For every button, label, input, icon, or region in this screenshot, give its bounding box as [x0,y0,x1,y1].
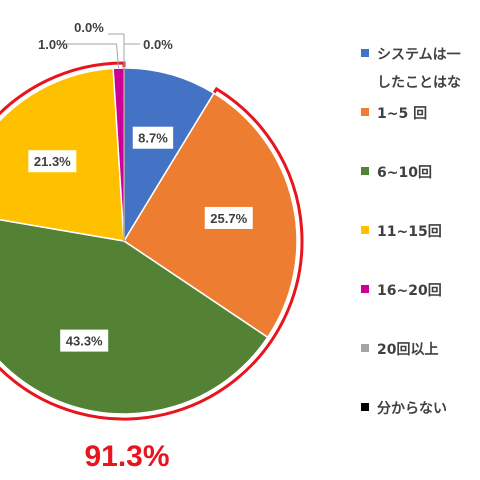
data-label-2: 25.7% [204,206,253,229]
highlight-outline-group [0,61,304,421]
legend-label-3: 6~10回 [377,165,432,181]
legend-label-7: 分からない [377,401,447,417]
legend-swatch-1 [361,49,369,57]
data-label-3: 43.3% [60,329,109,352]
highlight-outline [0,61,304,421]
legend-swatch-3 [361,167,369,175]
leader-line-5 [60,43,120,69]
data-label-2-box [204,206,253,229]
slice-1 [123,67,215,244]
leader-lines [60,33,140,69]
data-label-1-text: 8.7% [138,131,168,146]
legend-swatch-6 [361,344,369,352]
legend-item-3: 6~10回 [361,165,432,181]
legend-swatch-5 [361,285,369,293]
data-label-3-text: 43.3% [66,334,103,349]
data-label-3-box [60,329,109,352]
legend-item-4: 11~15回 [361,224,442,240]
highlight-total-label: 91.3% [84,440,169,473]
legend-label-5: 16~20回 [377,283,442,299]
data-label-5: 1.0% [38,37,68,52]
data-label-1: 8.7% [132,126,174,149]
data-label-4: 21.3% [28,150,77,173]
data-label-4-box [28,150,77,173]
legend-label-1-line-1: システムは一 [377,47,461,63]
data-label-1-box [132,126,174,149]
legend-swatch-7 [361,403,369,411]
data-label-2-text: 25.7% [210,211,247,226]
legend-swatch-2 [361,108,369,116]
legend-label-4: 11~15回 [377,224,442,240]
pie-slices [0,67,298,415]
slice-3 [0,218,269,415]
legend-label-2: 1~5 回 [377,106,427,122]
leader-line-7 [123,43,140,68]
legend-item-5: 16~20回 [361,283,442,299]
data-label-7: 0.0% [143,37,173,52]
legend-item-2: 1~5 回 [361,106,427,122]
data-labels: 8.7% 25.7% 43.3% 21.3% 1.0% 0.0% 0.0% [28,20,253,352]
data-label-6: 0.0% [74,20,104,35]
legend-label-6: 20回以上 [377,342,438,358]
legend-swatch-4 [361,226,369,234]
legend-item-7: 分からない [361,401,447,417]
legend-label-1-line-2: したことはな [377,75,461,91]
legend-item-6: 20回以上 [361,342,438,358]
data-label-4-text: 21.3% [34,154,71,169]
